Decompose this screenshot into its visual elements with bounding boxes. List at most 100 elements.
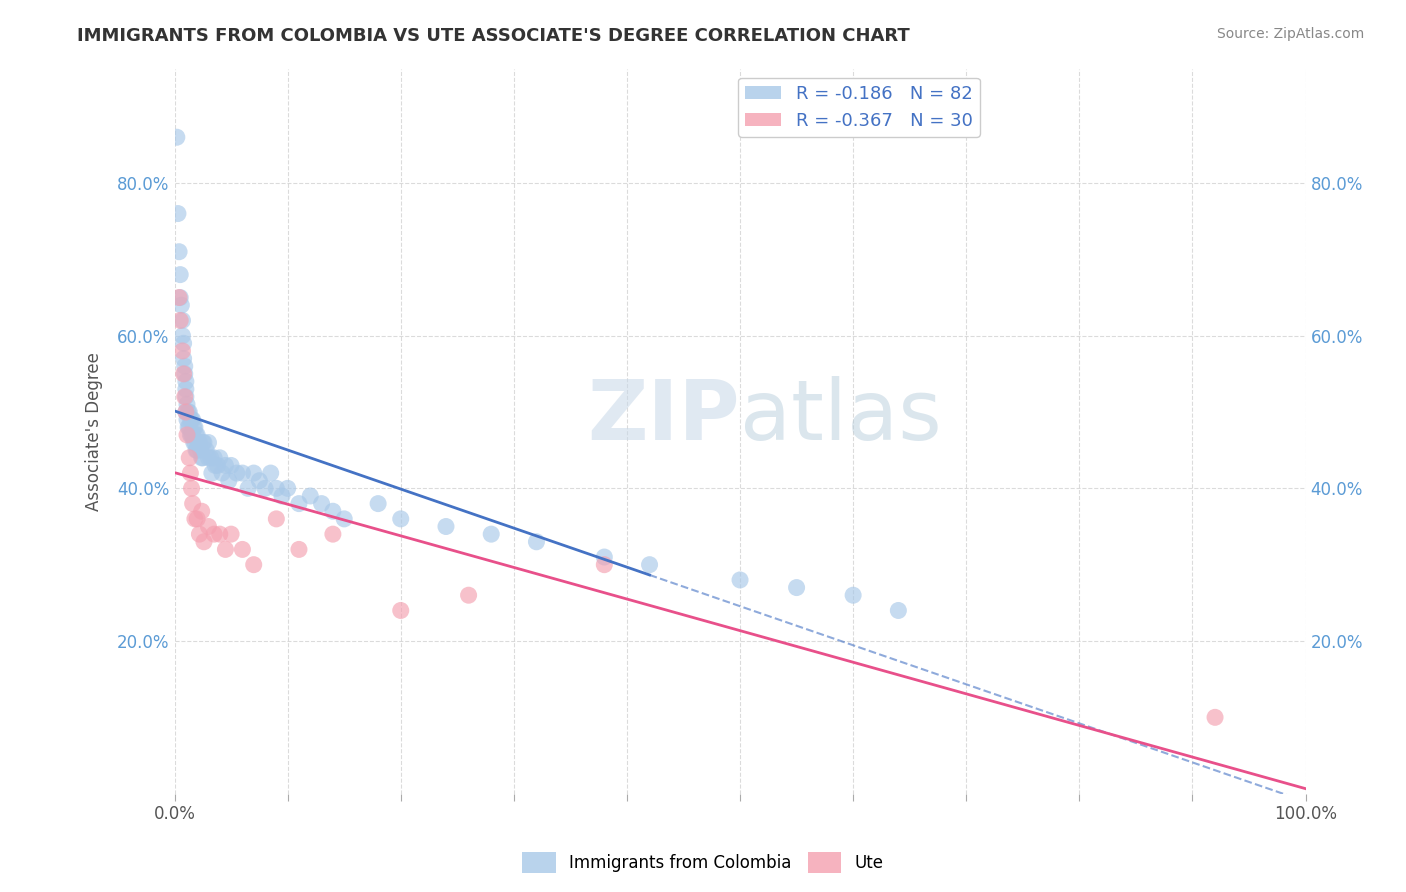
- Point: [197, 450, 219, 465]
- Point: [311, 497, 333, 511]
- Point: [181, 428, 204, 442]
- Point: [211, 466, 233, 480]
- Point: [204, 458, 226, 473]
- Point: [201, 466, 224, 480]
- Point: [218, 474, 240, 488]
- Point: [219, 527, 242, 541]
- Point: [174, 405, 197, 419]
- Point: [174, 375, 197, 389]
- Point: [184, 435, 207, 450]
- Point: [266, 481, 288, 495]
- Point: [173, 351, 195, 366]
- Point: [184, 512, 207, 526]
- Point: [173, 367, 195, 381]
- Point: [193, 435, 215, 450]
- Point: [193, 534, 215, 549]
- Point: [173, 359, 195, 374]
- Point: [177, 420, 200, 434]
- Point: [434, 519, 457, 533]
- Point: [271, 489, 294, 503]
- Point: [179, 428, 201, 442]
- Point: [184, 443, 207, 458]
- Point: [173, 367, 195, 381]
- Point: [333, 512, 356, 526]
- Point: [208, 527, 231, 541]
- Point: [1204, 710, 1226, 724]
- Point: [389, 603, 412, 617]
- Point: [526, 534, 548, 549]
- Point: [186, 512, 208, 526]
- Legend: Immigrants from Colombia, Ute: Immigrants from Colombia, Ute: [516, 846, 890, 880]
- Point: [187, 435, 209, 450]
- Point: [188, 527, 211, 541]
- Point: [179, 450, 201, 465]
- Point: [288, 542, 311, 557]
- Point: [169, 268, 191, 282]
- Point: [288, 497, 311, 511]
- Point: [389, 512, 412, 526]
- Point: [367, 497, 389, 511]
- Legend: R = -0.186   N = 82, R = -0.367   N = 30: R = -0.186 N = 82, R = -0.367 N = 30: [738, 78, 980, 137]
- Text: ZIP: ZIP: [588, 376, 740, 457]
- Point: [208, 450, 231, 465]
- Point: [786, 581, 808, 595]
- Point: [887, 603, 910, 617]
- Point: [166, 130, 188, 145]
- Point: [207, 458, 229, 473]
- Point: [173, 336, 195, 351]
- Point: [179, 405, 201, 419]
- Point: [172, 343, 194, 358]
- Point: [167, 206, 190, 220]
- Point: [214, 458, 236, 473]
- Point: [172, 313, 194, 327]
- Point: [176, 397, 198, 411]
- Point: [170, 298, 193, 312]
- Point: [236, 481, 259, 495]
- Point: [179, 466, 201, 480]
- Point: [593, 558, 616, 572]
- Point: [247, 474, 270, 488]
- Point: [184, 420, 207, 434]
- Point: [190, 450, 212, 465]
- Point: [200, 450, 222, 465]
- Point: [180, 481, 202, 495]
- Point: [179, 412, 201, 426]
- Y-axis label: Associate's Degree: Associate's Degree: [86, 351, 103, 510]
- Point: [457, 588, 479, 602]
- Point: [253, 481, 276, 495]
- Point: [186, 428, 208, 442]
- Point: [197, 519, 219, 533]
- Point: [197, 435, 219, 450]
- Point: [176, 428, 198, 442]
- Point: [179, 420, 201, 434]
- Point: [174, 405, 197, 419]
- Point: [225, 466, 247, 480]
- Point: [202, 527, 225, 541]
- Point: [172, 328, 194, 343]
- Point: [242, 558, 264, 572]
- Point: [176, 412, 198, 426]
- Text: atlas: atlas: [740, 376, 942, 457]
- Point: [191, 435, 214, 450]
- Point: [728, 573, 751, 587]
- Point: [167, 244, 190, 259]
- Point: [242, 466, 264, 480]
- Point: [183, 435, 205, 450]
- Point: [593, 549, 616, 564]
- Point: [188, 435, 211, 450]
- Point: [202, 450, 225, 465]
- Point: [190, 443, 212, 458]
- Point: [195, 443, 218, 458]
- Point: [190, 504, 212, 518]
- Point: [167, 291, 190, 305]
- Point: [299, 489, 322, 503]
- Point: [180, 428, 202, 442]
- Point: [322, 527, 344, 541]
- Point: [180, 412, 202, 426]
- Point: [231, 542, 253, 557]
- Point: [219, 458, 242, 473]
- Point: [479, 527, 502, 541]
- Point: [169, 291, 191, 305]
- Point: [322, 504, 344, 518]
- Point: [177, 405, 200, 419]
